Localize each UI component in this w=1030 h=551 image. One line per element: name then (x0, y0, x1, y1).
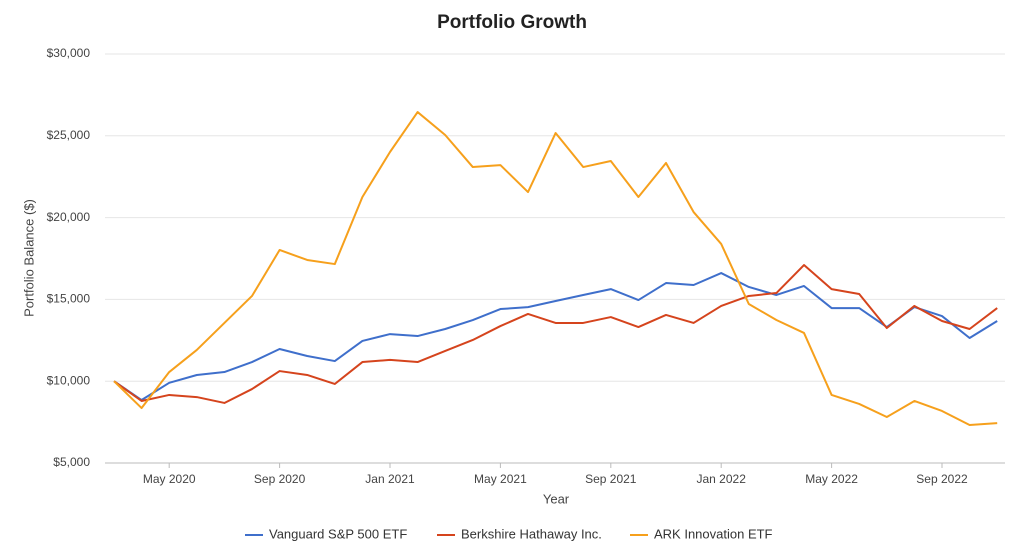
x-tick-label: May 2022 (805, 472, 858, 486)
line (113, 272, 998, 402)
y-tick-label: $15,000 (47, 292, 91, 306)
legend-label: Berkshire Hathaway Inc. (461, 526, 602, 541)
legend-label: Vanguard S&P 500 ETF (269, 526, 407, 541)
y-tick-label: $5,000 (53, 455, 90, 469)
chart-title: Portfolio Growth (437, 12, 587, 33)
legend-label: ARK Innovation ETF (654, 526, 773, 541)
x-tick-label: Sep 2022 (916, 472, 968, 486)
y-tick-label: $10,000 (47, 373, 91, 387)
y-axis-title: Portfolio Balance ($) (21, 199, 36, 317)
x-tick-label: May 2021 (474, 472, 527, 486)
x-tick-label: Jan 2022 (697, 472, 747, 486)
x-tick-label: Jan 2021 (365, 472, 415, 486)
y-tick-label: $20,000 (47, 210, 91, 224)
line (113, 111, 998, 427)
x-tick-label: May 2020 (143, 472, 196, 486)
x-axis-title: Year (543, 491, 570, 506)
x-tick-label: Sep 2020 (254, 472, 306, 486)
y-tick-label: $25,000 (47, 128, 91, 142)
y-tick-label: $30,000 (47, 46, 91, 60)
line (113, 264, 998, 404)
x-tick-label: Sep 2021 (585, 472, 637, 486)
